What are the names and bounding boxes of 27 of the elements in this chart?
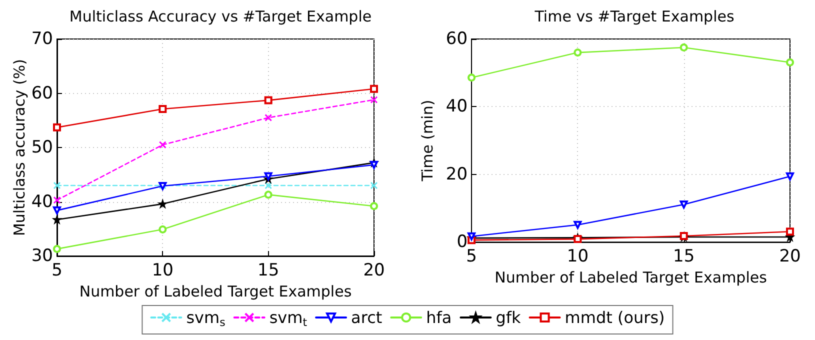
legend-label: gfk: [496, 308, 522, 327]
chart-title: Multiclass Accuracy vs #Target Example: [69, 8, 372, 26]
x-tick-label: 10: [152, 260, 174, 280]
x-tick-label: 5: [466, 246, 477, 267]
y-tick-label: 50: [31, 138, 53, 158]
legend-label: arct: [351, 308, 382, 327]
y-axis-title: Multiclass accuracy (%): [10, 58, 28, 236]
y-tick-label: 60: [31, 83, 53, 104]
legend-label: hfa: [426, 308, 452, 327]
y-axis-title: Time (min): [418, 100, 436, 182]
y-tick-label: 0: [456, 232, 468, 252]
y-tick-label: 40: [31, 192, 53, 212]
x-tick-label: 20: [779, 246, 801, 267]
y-tick-label: 30: [31, 246, 53, 266]
x-tick-label: 15: [673, 246, 695, 267]
y-tick-label: 20: [446, 164, 468, 184]
y-tick-label: 60: [446, 29, 468, 49]
x-axis-title: Number of Labeled Target Examples: [79, 282, 352, 300]
x-tick-label: 5: [52, 260, 62, 280]
x-axis-title: Number of Labeled Target Examples: [494, 268, 768, 286]
chart-title: Time vs #Target Examples: [534, 8, 734, 26]
legend-label: mmdt (ours): [564, 308, 665, 327]
x-tick-label: 10: [566, 246, 589, 267]
y-tick-label: 40: [446, 96, 468, 117]
x-tick-label: 15: [258, 260, 280, 280]
x-tick-label: 20: [363, 260, 385, 280]
y-tick-label: 70: [31, 29, 53, 49]
